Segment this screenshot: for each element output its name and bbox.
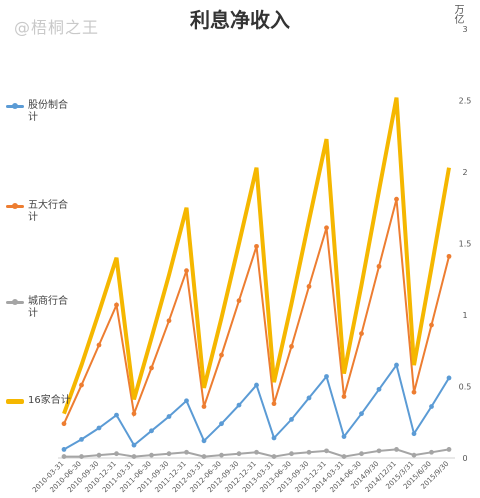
data-point [149,365,154,371]
data-point [429,404,434,409]
legend-marker [12,299,18,305]
data-point [149,452,154,458]
data-point [411,452,417,458]
y-tick-label: 0.5 [459,383,472,392]
series-line [62,97,451,415]
data-point [79,382,84,388]
data-point [61,454,67,459]
data-point [79,437,84,442]
data-point [341,434,347,439]
data-point [254,243,259,249]
data-point [131,411,137,417]
data-point [359,331,364,336]
y-tick-label: 1 [462,311,467,320]
data-point [376,263,382,269]
data-point [271,435,277,441]
data-point [359,451,364,457]
data-point [411,389,417,395]
y-tick-label: 0 [462,454,467,463]
data-point [289,344,294,349]
data-point [429,322,434,328]
data-point [289,451,294,457]
watermark: @梧桐之王 [14,18,100,37]
data-point [201,438,207,444]
data-point [219,452,224,458]
data-point [166,318,172,324]
data-point [341,394,347,399]
data-point [114,451,119,457]
data-point [219,352,224,358]
data-point [359,411,364,417]
data-point [341,454,347,459]
data-point [96,342,102,348]
data-point [271,401,277,407]
data-point [394,362,399,368]
y-tick-label: 3 [462,25,467,34]
data-point [184,449,189,455]
data-point [236,451,242,457]
data-point [376,386,382,392]
data-point [446,375,452,381]
data-point [376,448,382,454]
data-point [61,421,67,427]
data-point [131,442,137,448]
data-point [394,447,399,452]
chart-title: 利息净收入 [190,8,290,32]
data-point [201,454,207,459]
data-point [166,451,172,457]
legend-label: 股份制合计 [28,100,68,123]
y-tick-label: 2.5 [459,97,472,106]
data-point [184,398,189,404]
legend-label: 16家合计 [28,395,71,406]
data-point [289,416,294,422]
y-tick-label: 2 [462,168,467,177]
data-point [446,253,452,259]
data-point [324,225,329,231]
legend-label: 五大行合计 [28,200,68,223]
data-point [166,414,172,419]
data-point [79,454,84,459]
legend-label: 城商行合计 [28,296,68,319]
data-point [306,395,312,401]
legend-marker [12,103,18,109]
data-point [254,382,259,388]
data-point [306,284,312,289]
data-point [184,268,189,274]
legend-marker [12,203,18,209]
y-tick-label: 1.5 [459,240,472,249]
data-point [429,449,434,455]
data-point [254,449,259,455]
data-point [446,447,452,452]
data-point [394,196,399,202]
data-point [324,448,329,454]
data-point [61,447,67,452]
data-point [411,431,417,437]
data-point [324,374,329,379]
data-point [96,452,102,458]
data-point [96,425,102,431]
data-point [271,454,277,459]
data-point [306,449,312,455]
data-point [236,402,242,408]
unit-label: 万亿 [452,4,463,24]
data-point [149,428,154,434]
data-point [219,421,224,427]
data-point [201,404,207,409]
data-point [114,412,119,418]
legend-swatch [6,399,24,404]
series-line [63,362,450,451]
data-point [131,454,137,459]
data-point [236,298,242,304]
data-point [114,302,119,308]
